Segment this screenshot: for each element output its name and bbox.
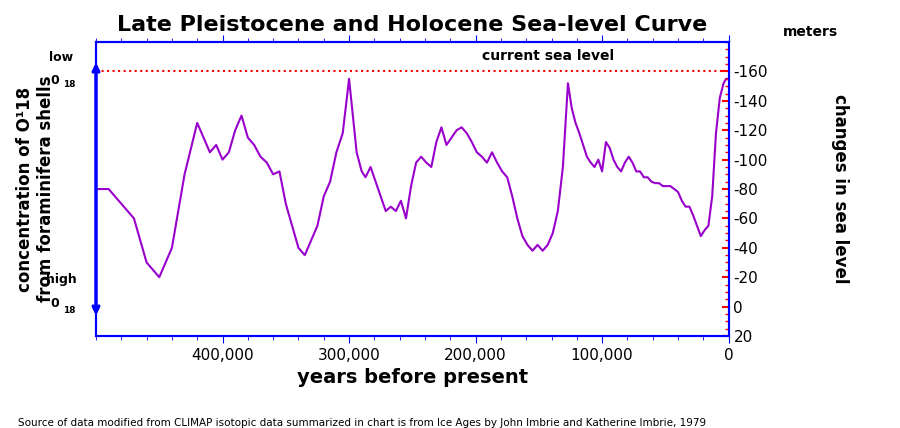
Y-axis label: changes in sea level: changes in sea level [831, 94, 849, 284]
Text: concentration of O¹18
from foraminifera shells: concentration of O¹18 from foraminifera … [16, 76, 55, 302]
Text: low: low [50, 51, 73, 64]
Text: 0: 0 [50, 74, 58, 87]
Title: Late Pleistocene and Holocene Sea-level Curve: Late Pleistocene and Holocene Sea-level … [117, 15, 707, 35]
Text: 0: 0 [50, 297, 58, 309]
Text: current sea level: current sea level [482, 49, 614, 62]
X-axis label: years before present: years before present [297, 369, 528, 387]
Text: 18: 18 [63, 80, 76, 89]
Text: high: high [46, 273, 76, 286]
Text: 18: 18 [63, 306, 76, 315]
Text: meters: meters [783, 25, 839, 39]
Text: Source of data modified from CLIMAP isotopic data summarized in chart is from Ic: Source of data modified from CLIMAP isot… [18, 418, 706, 428]
